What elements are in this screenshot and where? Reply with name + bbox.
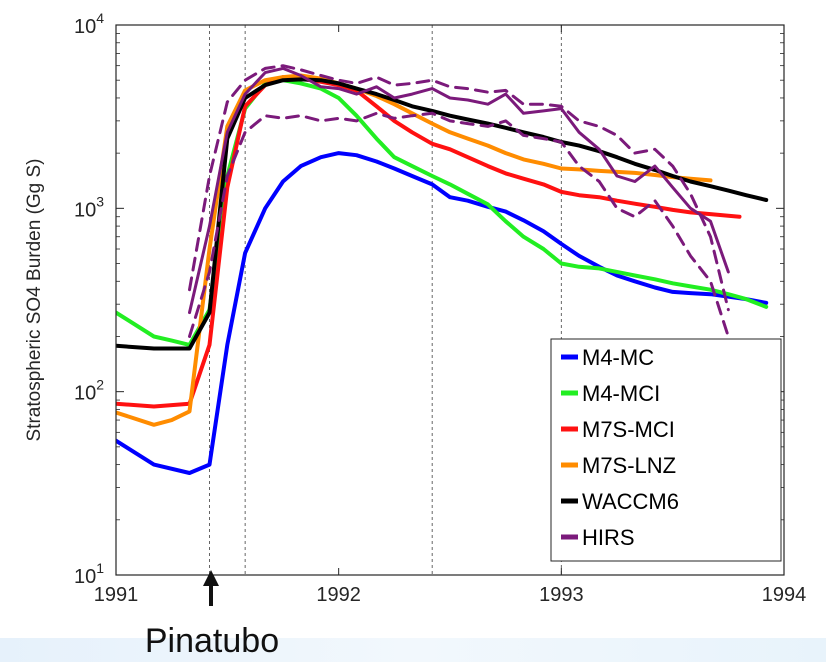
y-tick-label-1000: 103 — [74, 193, 104, 221]
legend-label-waccm6: WACCM6 — [582, 489, 679, 514]
pinatubo-annotation: Pinatubo — [145, 570, 279, 660]
y-axis-label: Stratospheric SO4 Burden (Gg S) — [24, 158, 45, 441]
series-line-m4-mc — [116, 151, 769, 475]
legend-label-m7s-lnz: M7S-LNZ — [582, 453, 676, 478]
y-tick-label-10: 101 — [74, 560, 104, 588]
y-tick-label-10000: 104 — [74, 10, 104, 38]
legend-label-hirs: HIRS — [582, 525, 635, 550]
x-tick-label-1994: 1994 — [762, 584, 807, 606]
legend: M4-MC M4-MCI M7S-MCI M7S-LNZ WACCM6 HIRS — [550, 338, 782, 562]
legend-label-m4-mci: M4-MCI — [582, 381, 660, 406]
bottom-color-wash — [0, 638, 826, 662]
x-tick-label-1992: 1992 — [316, 584, 361, 606]
pinatubo-label: Pinatubo — [145, 622, 279, 660]
y-tick-label-100: 102 — [74, 377, 104, 405]
series-line-hirs-bound-1 — [188, 64, 730, 312]
plot-frame — [115, 24, 785, 576]
x-tick-label-1991: 1991 — [94, 584, 139, 606]
arrow-up-icon — [203, 570, 219, 586]
legend-box — [550, 338, 782, 562]
series-line-waccm6 — [116, 77, 769, 351]
x-tick-label-1993: 1993 — [539, 584, 584, 606]
legend-label-m7s-mci: M7S-MCI — [582, 417, 675, 442]
series-line-hirs — [188, 66, 730, 315]
series-line-hirs-bound-2 — [188, 111, 730, 338]
legend-label-m4-mc: M4-MC — [582, 345, 654, 370]
